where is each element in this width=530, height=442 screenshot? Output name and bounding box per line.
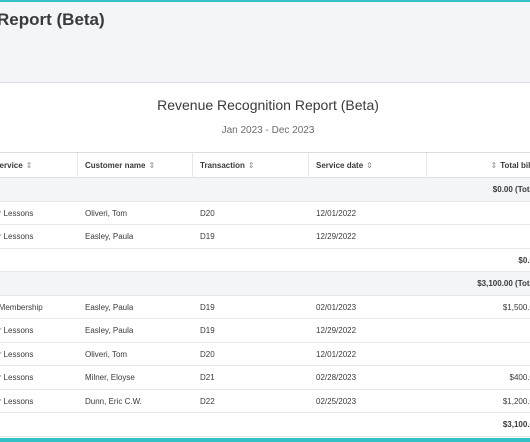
customer-name-cell: Easley, Paula — [85, 232, 134, 241]
transaction-cell[interactable]: D21 — [200, 373, 215, 382]
column-header-service-date[interactable]: Service date ⇕ — [309, 153, 427, 178]
total-billed-cell: $1,200.0 — [502, 396, 530, 406]
product-service-cell: ter Lessons — [0, 208, 34, 218]
table-header: /Service⇕ Customer name⇕ Transaction⇕ Se… — [0, 152, 530, 178]
sort-icon: ⇕ — [247, 161, 255, 170]
page-header: Report (Beta) — [0, 2, 530, 83]
transaction-cell[interactable]: D20 — [200, 349, 215, 359]
top-accent-border — [0, 0, 530, 2]
page-title: Report (Beta) — [0, 10, 105, 29]
report-title: Revenue Recognition Report (Beta) — [157, 97, 379, 113]
service-date-cell: 12/01/2022 — [316, 208, 357, 218]
report-table: /Service⇕ Customer name⇕ Transaction⇕ Se… — [0, 152, 530, 437]
product-service-cell: ter Lessons — [0, 326, 34, 335]
group-header-row[interactable]: $3,100.00 (Tota — [0, 272, 530, 296]
table-body: $0.00 (Tota ter Lessons Oliveri, Tom D20 12/… — [0, 178, 530, 437]
transaction-cell[interactable]: D19 — [200, 232, 215, 241]
customer-name-cell: Milner, Eloyse — [85, 373, 135, 382]
table-row[interactable]: d Membership Easley, Paula D19 02/01/2023 $1… — [0, 296, 530, 319]
table-row[interactable]: ter Lessons Milner, Eloyse D21 02/28/2023 $4… — [0, 366, 530, 390]
total-billed-cell: $400.0 — [509, 373, 530, 382]
product-service-cell: d Membership — [0, 302, 43, 312]
table-row[interactable]: ter Lessons Oliveri, Tom D20 12/01/2022 — [0, 202, 530, 225]
column-header-total-billed[interactable]: ⇕Total bille — [490, 161, 530, 170]
total-billed-cell: $0.00 (Tota — [492, 185, 530, 194]
product-service-cell: ter Lessons — [0, 373, 34, 382]
product-service-cell — [0, 178, 78, 201]
service-date-cell: 02/28/2023 — [316, 373, 357, 382]
sort-icon: ⇕ — [25, 161, 33, 170]
customer-name-cell: Oliveri, Tom — [85, 208, 128, 218]
service-date-cell: 12/29/2022 — [316, 326, 357, 335]
customer-name-cell: Dunn, Eric C.W. — [85, 396, 142, 406]
total-billed-cell: $3,100.0 — [502, 420, 530, 429]
column-header-product-service[interactable]: /Service⇕ — [0, 153, 78, 178]
bottom-accent-border — [0, 438, 530, 442]
service-date-cell: 12/29/2022 — [316, 232, 357, 241]
service-date-cell: 02/01/2023 — [316, 302, 357, 312]
total-billed-cell: $3,100.00 (Tota — [477, 279, 530, 288]
product-service-cell: ter Lessons — [0, 396, 34, 406]
service-date-cell: 12/01/2022 — [316, 349, 357, 359]
customer-name-cell: Oliveri, Tom — [85, 349, 128, 359]
group-header-row[interactable]: $0.00 (Tota — [0, 178, 530, 202]
product-service-cell: ter Lessons — [0, 349, 34, 359]
sort-icon: ⇕ — [148, 161, 156, 170]
column-header-transaction[interactable]: Transaction ⇕ — [193, 153, 309, 178]
sort-icon: ⇕ — [490, 161, 498, 170]
product-service-cell — [0, 413, 78, 436]
sort-icon: ⇕ — [366, 161, 373, 170]
transaction-cell[interactable]: D19 — [200, 302, 215, 312]
table-row[interactable]: ter Lessons Oliveri, Tom D20 12/01/2022 — [0, 343, 530, 366]
group-total-row[interactable]: $3,100.0 — [0, 413, 530, 437]
group-total-row[interactable]: $0.0 — [0, 248, 530, 272]
transaction-cell[interactable]: D20 — [200, 208, 215, 218]
product-service-cell — [0, 249, 78, 272]
transaction-cell[interactable]: D22 — [200, 396, 215, 406]
product-service-cell — [0, 272, 78, 295]
table-row[interactable]: ter Lessons Easley, Paula D19 12/29/2022 — [0, 225, 530, 249]
product-service-cell: ter Lessons — [0, 232, 34, 241]
table-row[interactable]: ter Lessons Easley, Paula D19 12/29/2022 — [0, 319, 530, 343]
total-billed-cell: $0.0 — [518, 255, 530, 265]
service-date-cell: 02/25/2023 — [316, 396, 357, 406]
table-row[interactable]: ter Lessons Dunn, Eric C.W. D22 02/25/2023 $… — [0, 390, 530, 413]
total-billed-cell: $1,500.0 — [502, 302, 530, 312]
customer-name-cell: Easley, Paula — [85, 302, 134, 312]
customer-name-cell: Easley, Paula — [85, 326, 134, 335]
transaction-cell[interactable]: D19 — [200, 326, 215, 335]
column-header-customer-name[interactable]: Customer name ⇕ — [78, 153, 193, 178]
report-date-range: Jan 2023 - Dec 2023 — [221, 125, 315, 136]
